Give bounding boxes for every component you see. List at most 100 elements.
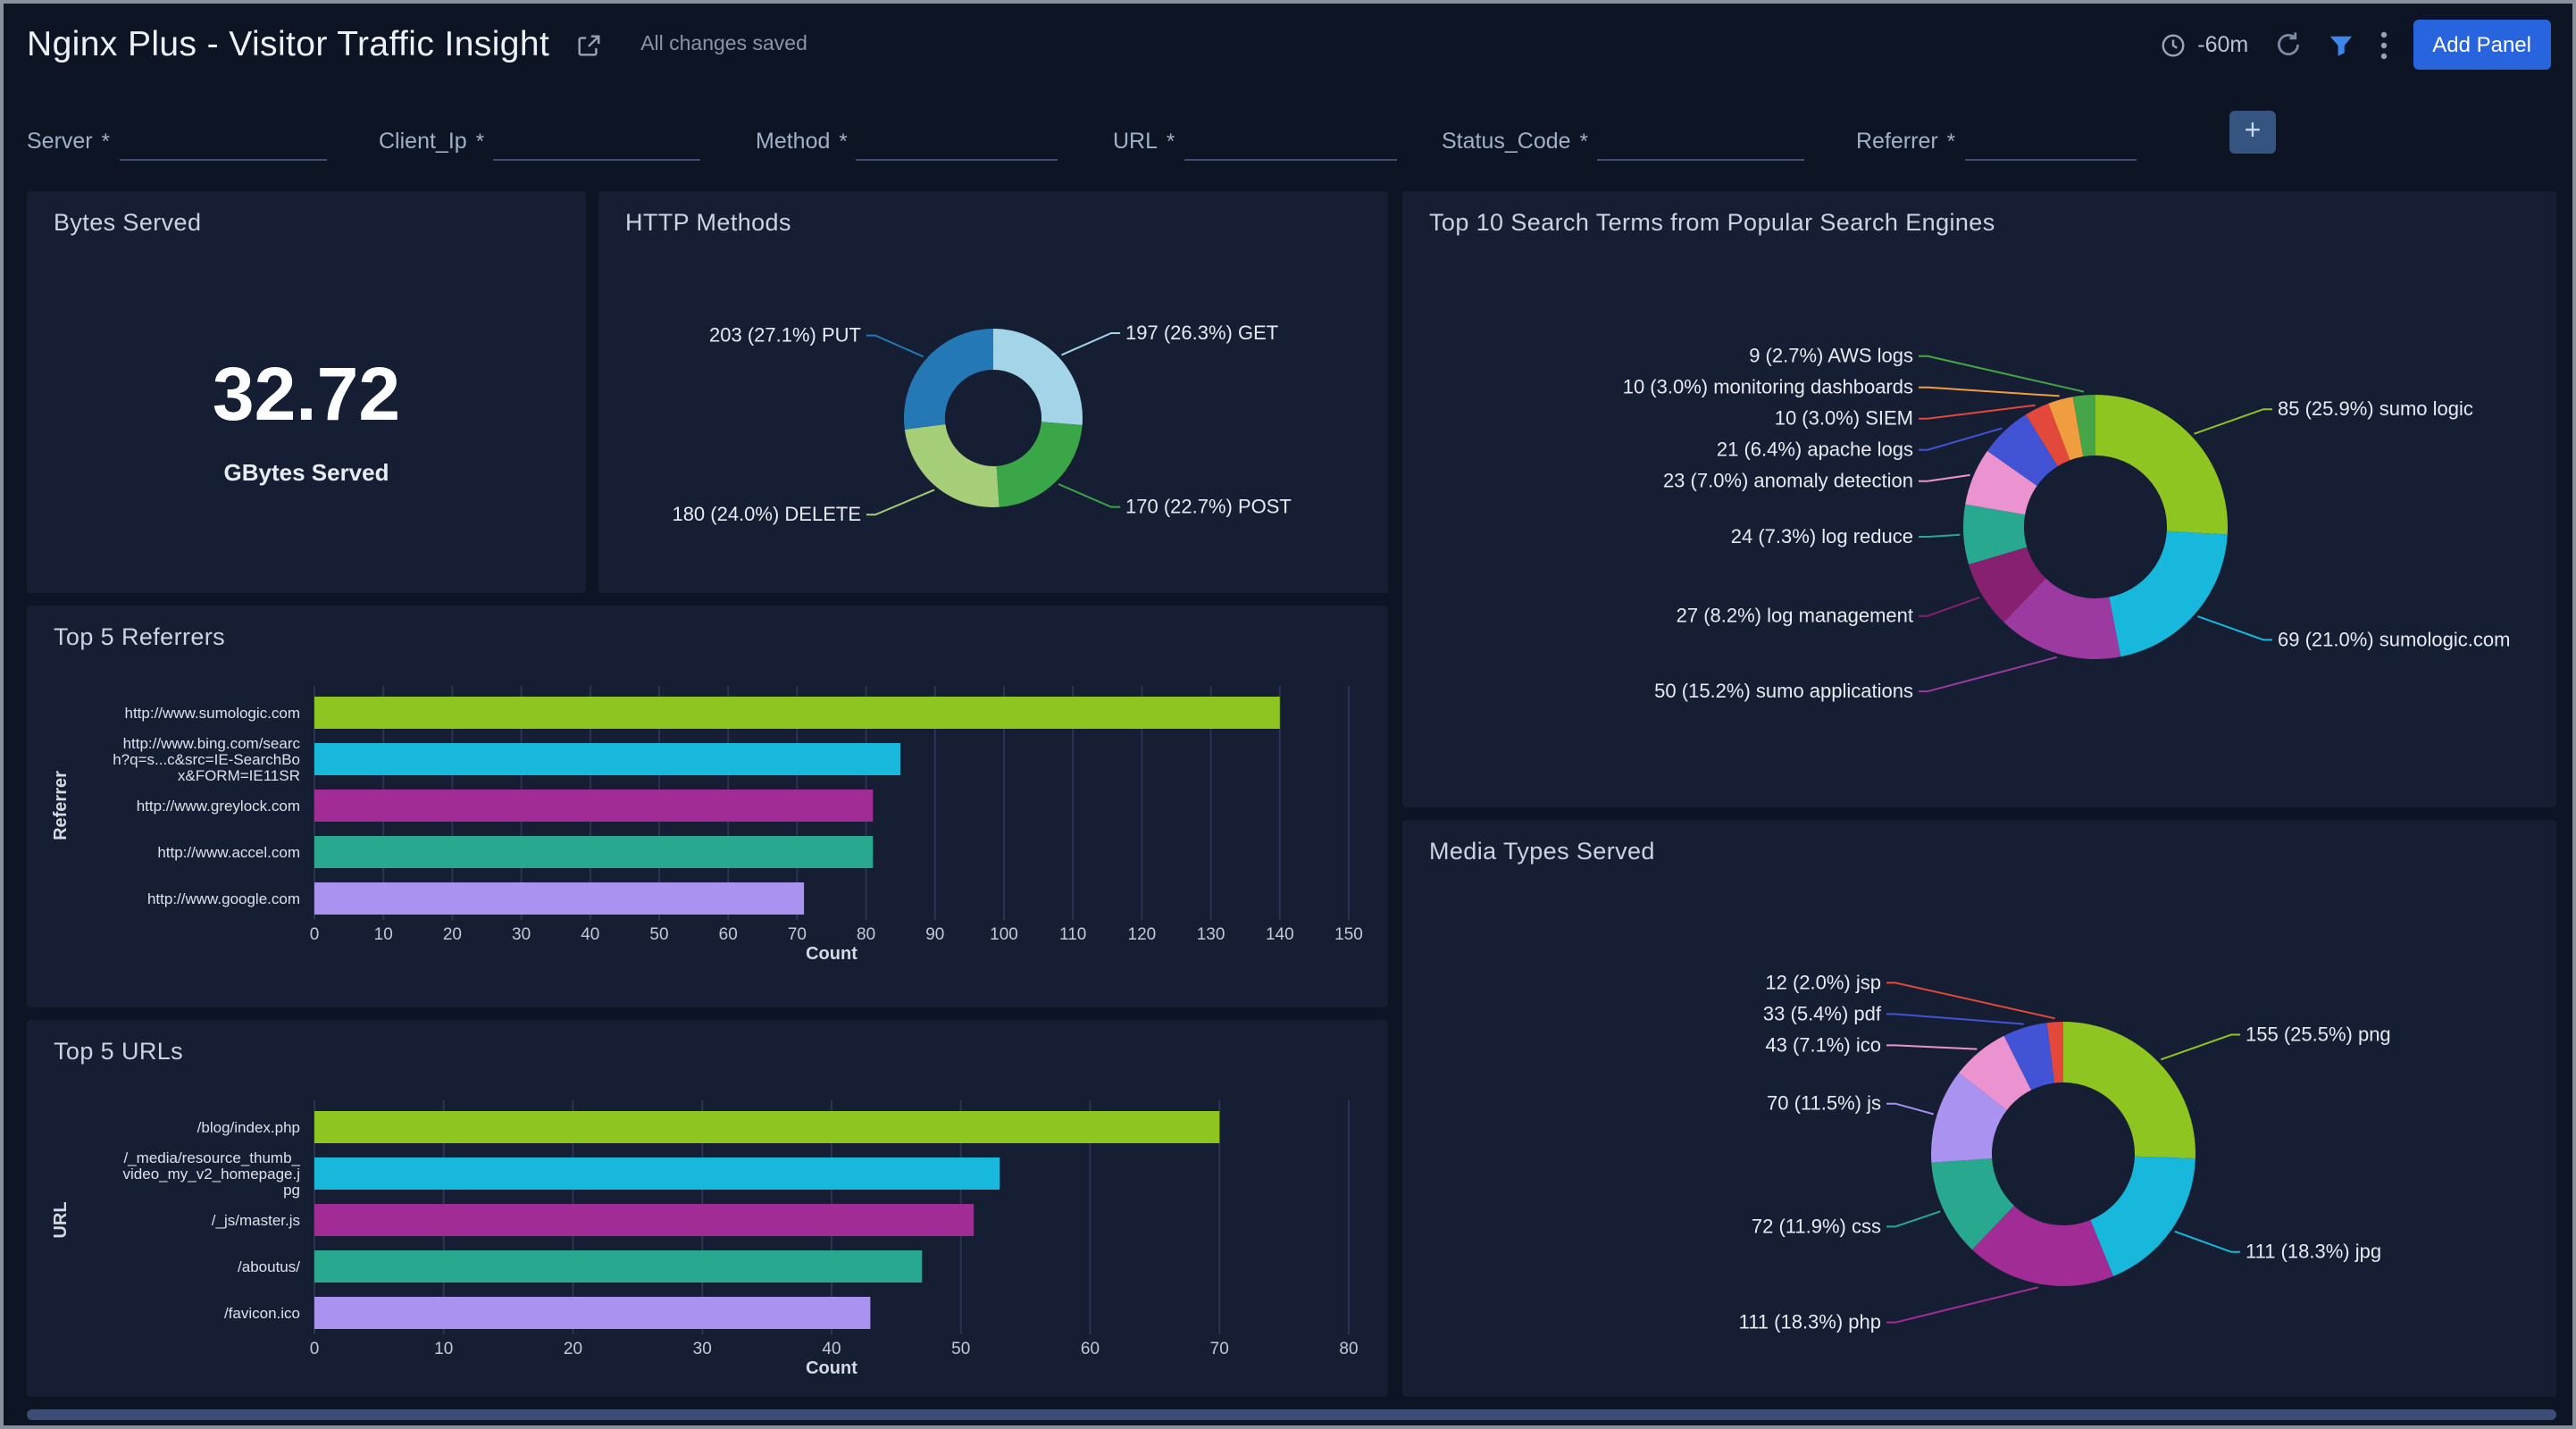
pie-slice-css[interactable]: [1931, 1158, 2014, 1250]
filter-label-method: Method: [756, 129, 831, 154]
bar-3[interactable]: [314, 836, 874, 868]
category-label: h?q=s...c&src=IE-SearchBo: [113, 751, 300, 768]
pie-slice-jpg[interactable]: [2090, 1156, 2195, 1276]
pie-label-line: [866, 334, 924, 358]
pie-label-line: [1886, 1013, 2024, 1025]
pie-slice-php[interactable]: [1971, 1205, 2114, 1286]
pie-slice-pdf[interactable]: [2003, 1023, 2055, 1091]
filter-input-url[interactable]: [1183, 121, 1397, 161]
x-tick-label: 70: [788, 925, 807, 944]
required-marker: *: [839, 129, 848, 154]
pie-slice-ico[interactable]: [1959, 1035, 2032, 1110]
horizontal-scrollbar[interactable]: [27, 1409, 2556, 1420]
panel-title: Media Types Served: [1429, 838, 1655, 865]
pie-label-line: [1919, 473, 1970, 482]
bar-0[interactable]: [314, 1111, 1220, 1143]
filter-field-url: URL *: [1113, 118, 1397, 161]
pie-label-line: [2197, 615, 2272, 641]
pie-slice-log-management[interactable]: [1969, 547, 2046, 623]
pie-slice-sumo-logic[interactable]: [2095, 395, 2228, 535]
filter-label-client-ip: Client_Ip: [379, 129, 467, 154]
top-referrers-bar-chart: 0 10 20 30 40 50 60 70 80 90 100 110 120 130 140 150 htt…: [51, 686, 1363, 964]
panel-title: Bytes Served: [54, 209, 202, 236]
pie-label: 33 (5.4%) pdf: [1763, 1002, 1882, 1024]
pie-label-line: [1886, 1210, 1941, 1228]
panel-top-urls: Top 5 URLs 0 10 20 30 40 50 60 70 80/blog/index.…: [27, 1020, 1388, 1397]
pie-label: 203 (27.1%) PUT: [709, 324, 861, 347]
category-label: http://www.sumologic.com: [124, 705, 300, 722]
header-actions: -60m Add Panel: [2160, 20, 2551, 70]
share-dashboard-button[interactable]: [574, 31, 601, 58]
bar-1[interactable]: [314, 743, 901, 775]
bar-2[interactable]: [314, 790, 874, 822]
dashboard-title: Nginx Plus - Visitor Traffic Insight: [27, 24, 550, 63]
category-label: /_js/master.js: [212, 1212, 300, 1229]
pie-slice-monitoring-dashboards[interactable]: [2048, 397, 2084, 461]
category-label: /_media/resource_thumb_: [123, 1149, 300, 1166]
pie-label-line: [1886, 982, 2055, 1020]
filter-field-method: Method *: [756, 118, 1058, 161]
pie-label-line: [1886, 1102, 1934, 1116]
x-tick-label: 50: [951, 1340, 970, 1358]
pie-slice-PUT[interactable]: [904, 329, 993, 430]
bar-4[interactable]: [314, 882, 805, 915]
bar-1[interactable]: [314, 1157, 1000, 1190]
bar-2[interactable]: [314, 1204, 974, 1236]
x-tick-label: 140: [1266, 925, 1294, 944]
pie-slice-POST[interactable]: [996, 422, 1083, 507]
x-tick-label: 90: [925, 925, 944, 944]
pie-slice-DELETE[interactable]: [904, 423, 999, 507]
category-label: http://www.bing.com/searc: [123, 735, 301, 752]
pie-label: 69 (21.0%) sumologic.com: [2278, 628, 2510, 650]
bar-4[interactable]: [314, 1297, 871, 1329]
more-menu-button[interactable]: [2379, 29, 2388, 60]
time-range-button[interactable]: -60m: [2160, 31, 2248, 58]
pie-label-line: [1886, 1044, 1978, 1050]
save-status: All changes saved: [640, 34, 807, 55]
x-tick-label: 110: [1059, 925, 1086, 944]
pie-label: 170 (22.7%) POST: [1125, 496, 1292, 518]
x-tick-label: 40: [581, 925, 599, 944]
filter-input-referrer[interactable]: [1964, 121, 2137, 161]
filter-input-server[interactable]: [119, 121, 327, 161]
filter-bar: + Server * Client_Ip * Method * URL * Status_Cod…: [4, 86, 2572, 186]
bar-0[interactable]: [314, 697, 1280, 729]
filter-input-method[interactable]: [856, 121, 1058, 161]
y-axis-title: Referrer: [51, 771, 71, 840]
pie-slice-sumologic-com[interactable]: [2109, 531, 2228, 657]
x-tick-label: 10: [434, 1340, 453, 1358]
x-tick-label: 80: [1339, 1340, 1358, 1358]
required-marker: *: [101, 129, 110, 154]
x-tick-label: 60: [1081, 1340, 1100, 1358]
pie-slice-anomaly-detection[interactable]: [1965, 450, 2037, 515]
category-label: http://www.google.com: [147, 890, 300, 907]
x-tick-label: 30: [693, 1340, 712, 1358]
media-types-donut-chart: 12 (2.0%) jsp 33 (5.4%) pdf 43 (7.1%) ico 7…: [1739, 971, 2391, 1333]
pie-label: 43 (7.1%) ico: [1765, 1033, 1881, 1056]
pie-slice-png[interactable]: [2063, 1022, 2195, 1158]
bytes-served-value: 32.72: [212, 352, 401, 436]
filter-input-client-ip[interactable]: [493, 121, 700, 161]
category-label: /aboutus/: [238, 1258, 300, 1275]
pie-label-line: [1919, 355, 2085, 393]
refresh-button[interactable]: [2273, 30, 2302, 59]
x-tick-label: 80: [857, 925, 875, 944]
pie-label-line: [1061, 332, 1120, 356]
pie-slice-sumo-applications[interactable]: [2003, 578, 2121, 659]
bar-3[interactable]: [314, 1250, 923, 1283]
x-tick-label: 30: [512, 925, 531, 944]
pie-slice-GET[interactable]: [993, 329, 1083, 425]
filter-label-status-code: Status_Code: [1442, 129, 1571, 154]
filter-toggle-button[interactable]: [2327, 31, 2354, 58]
add-panel-button[interactable]: Add Panel: [2413, 20, 2551, 70]
filter-input-status-code[interactable]: [1596, 121, 1804, 161]
pie-slice-js[interactable]: [1931, 1073, 2007, 1163]
add-filter-button[interactable]: +: [2229, 111, 2276, 154]
pie-slice-jsp[interactable]: [2046, 1022, 2063, 1083]
pie-slice-log-reduce[interactable]: [1963, 504, 2028, 564]
pie-slice-apache-logs[interactable]: [1986, 414, 2058, 486]
bytes-served-unit: GBytes Served: [223, 459, 389, 486]
pie-label-line: [2174, 1230, 2240, 1253]
pie-slice-SIEM[interactable]: [2025, 403, 2070, 467]
pie-slice-AWS-logs[interactable]: [2072, 395, 2095, 457]
